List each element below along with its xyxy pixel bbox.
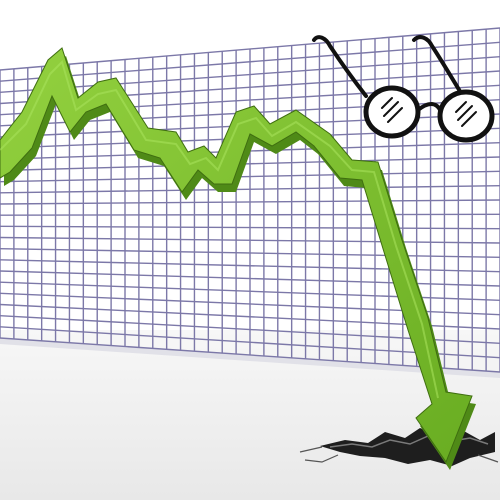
grid-line [0, 170, 500, 183]
grid-line [0, 27, 500, 71]
grid-line [0, 156, 500, 172]
grid-line [0, 337, 500, 373]
grid-line [0, 41, 500, 82]
grid-line [0, 213, 500, 216]
grid-line [0, 236, 500, 244]
grid-shadow [0, 338, 500, 378]
grid-line [0, 259, 500, 273]
trend-arrow-icon [0, 47, 476, 470]
grid-line [0, 247, 500, 259]
grid-line [0, 55, 500, 94]
glasses-icon [312, 35, 495, 143]
grid-line [0, 184, 500, 194]
grid-line [0, 199, 500, 205]
grid-line [0, 225, 500, 230]
